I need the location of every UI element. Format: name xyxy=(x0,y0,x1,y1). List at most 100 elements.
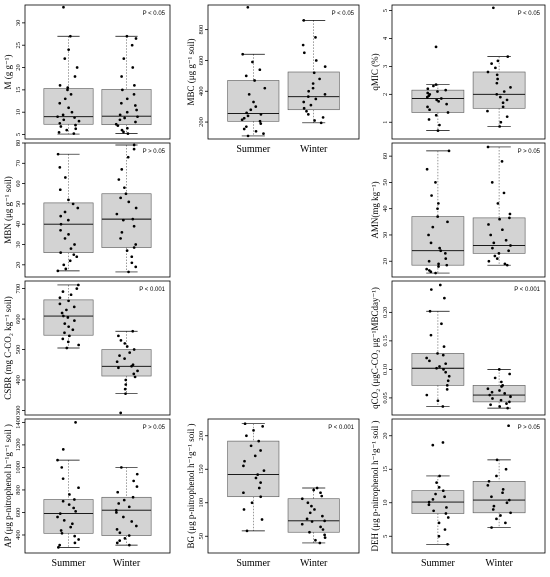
data-point xyxy=(58,101,62,105)
data-point xyxy=(63,57,67,60)
data-point xyxy=(119,196,122,200)
data-point xyxy=(251,60,254,64)
iqr-box xyxy=(287,498,340,533)
data-point xyxy=(503,262,507,266)
data-point xyxy=(71,522,74,526)
data-point xyxy=(59,529,63,532)
data-point xyxy=(495,517,498,521)
data-point xyxy=(429,333,433,337)
data-point xyxy=(259,113,263,116)
data-point xyxy=(437,99,440,103)
data-point xyxy=(429,288,433,291)
data-point xyxy=(65,346,69,350)
data-point xyxy=(58,122,62,125)
data-point xyxy=(259,449,262,452)
data-point xyxy=(247,92,251,96)
data-point xyxy=(122,130,125,134)
data-point xyxy=(498,405,502,408)
data-point xyxy=(127,270,130,274)
data-point xyxy=(442,345,446,348)
data-point xyxy=(130,43,134,47)
data-point xyxy=(499,120,503,124)
data-point xyxy=(437,521,441,525)
data-point xyxy=(496,202,500,205)
data-point xyxy=(131,217,135,221)
data-point xyxy=(425,393,429,397)
data-point xyxy=(243,422,247,426)
data-point xyxy=(258,68,262,72)
data-point xyxy=(491,246,494,250)
y-tick-label: 400 xyxy=(15,530,22,540)
data-point xyxy=(122,57,126,60)
box-winter xyxy=(472,6,526,128)
data-point xyxy=(117,502,121,505)
data-point xyxy=(242,464,245,468)
data-point xyxy=(62,5,65,9)
data-point xyxy=(125,249,129,252)
y-tick-label: 50 xyxy=(382,179,389,186)
data-point xyxy=(306,95,310,98)
p-value-label: P < 0.05 xyxy=(518,11,541,17)
data-point xyxy=(132,246,136,249)
data-point xyxy=(60,466,64,469)
data-point xyxy=(58,166,62,169)
data-point xyxy=(436,90,439,93)
data-point xyxy=(128,351,132,354)
data-point xyxy=(115,212,119,216)
data-point xyxy=(72,305,76,309)
y-tick-label: 1000 xyxy=(15,461,22,474)
data-point xyxy=(125,97,129,101)
y-axis-label: MBN (μg g⁻¹ soil) xyxy=(3,176,13,244)
data-point xyxy=(253,79,256,82)
data-point xyxy=(509,86,512,89)
data-point xyxy=(74,509,77,513)
data-point xyxy=(58,296,62,300)
data-point xyxy=(431,443,435,447)
data-point xyxy=(425,267,429,271)
data-point xyxy=(76,283,80,287)
y-tick-label: 800 xyxy=(198,25,205,35)
box-summer xyxy=(411,45,465,132)
data-point xyxy=(437,202,440,205)
data-point xyxy=(136,369,139,373)
y-tick-label: 2 xyxy=(382,93,389,96)
data-point xyxy=(133,84,136,87)
panel-frame xyxy=(391,418,546,554)
panel-amn: 20 30 40 50 60 AMN(mg kg⁻¹) P > 0.05 xyxy=(370,142,546,278)
p-value-label: P > 0.05 xyxy=(143,149,166,155)
x-category-label: Summer xyxy=(236,144,271,155)
data-point xyxy=(136,115,139,119)
y-tick-label: 600 xyxy=(15,314,22,324)
data-point xyxy=(502,191,506,195)
data-point xyxy=(64,267,68,271)
data-point xyxy=(132,147,136,151)
iqr-box xyxy=(101,496,152,536)
data-point xyxy=(62,518,66,522)
data-point xyxy=(73,75,77,78)
box-winter xyxy=(472,368,526,410)
data-point xyxy=(67,48,70,52)
data-point xyxy=(254,129,258,133)
box-winter xyxy=(472,145,526,267)
data-point xyxy=(436,215,440,218)
data-point xyxy=(486,109,489,113)
data-point xyxy=(495,257,499,260)
data-point xyxy=(122,515,125,519)
data-point xyxy=(441,405,445,408)
data-point xyxy=(62,118,66,122)
box-summer xyxy=(411,441,465,546)
data-point xyxy=(436,399,440,403)
data-point xyxy=(242,491,245,495)
data-point xyxy=(321,514,324,518)
data-point xyxy=(508,400,511,404)
data-point xyxy=(120,75,123,78)
data-point xyxy=(508,216,511,220)
data-point xyxy=(504,521,507,525)
data-point xyxy=(430,194,433,197)
data-point xyxy=(500,160,504,163)
data-point xyxy=(308,530,311,534)
data-point xyxy=(63,97,67,101)
data-point xyxy=(123,357,126,361)
data-point xyxy=(68,493,71,496)
y-tick-label: 100 xyxy=(198,498,205,508)
